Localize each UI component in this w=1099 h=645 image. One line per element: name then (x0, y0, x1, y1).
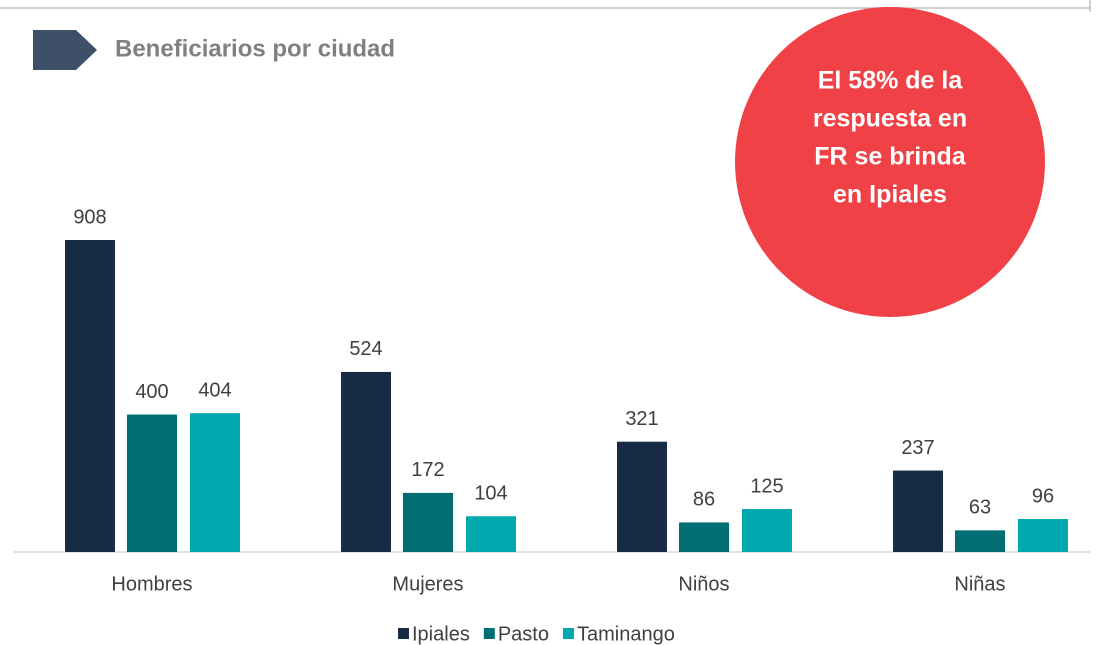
bar (617, 441, 667, 552)
annotation-text: El 58% de la (818, 67, 964, 95)
data-label: 400 (135, 381, 168, 403)
bar (679, 522, 729, 552)
bar (466, 516, 516, 552)
annotation-circle (735, 7, 1045, 317)
bar (955, 530, 1005, 552)
legend-swatch (398, 628, 409, 639)
annotation-text: respuesta en (813, 105, 967, 133)
bar (1018, 519, 1068, 552)
data-label: 125 (750, 475, 783, 497)
data-label: 321 (625, 408, 658, 430)
data-label: 104 (474, 483, 507, 505)
bar (190, 413, 240, 552)
bar (127, 414, 177, 552)
x-tick-label: Niños (678, 573, 729, 595)
title-arrow (33, 30, 97, 70)
x-tick-label: Mujeres (392, 573, 463, 595)
x-tick-label: Niñas (954, 573, 1005, 595)
annotation-text: FR se brinda (814, 143, 967, 171)
legend-label: Taminango (577, 623, 675, 645)
x-tick-label: Hombres (111, 573, 192, 595)
bar (893, 470, 943, 552)
chart-title: Beneficiarios por ciudad (115, 35, 395, 62)
data-label: 524 (349, 338, 382, 360)
bar (341, 371, 391, 552)
bar (65, 240, 115, 552)
annotation-text: en Ipiales (833, 181, 947, 209)
data-label: 96 (1032, 485, 1054, 507)
legend-swatch (483, 628, 495, 639)
data-label: 172 (411, 459, 444, 481)
legend-label: Pasto (498, 623, 549, 645)
bar (742, 509, 792, 552)
legend-swatch (562, 628, 574, 639)
legend-label: Ipiales (412, 623, 470, 645)
data-label: 908 (73, 206, 106, 228)
data-label: 404 (198, 379, 231, 401)
data-label: 63 (969, 497, 991, 519)
bar (403, 492, 453, 552)
data-label: 86 (693, 489, 715, 511)
data-label: 237 (901, 437, 934, 459)
